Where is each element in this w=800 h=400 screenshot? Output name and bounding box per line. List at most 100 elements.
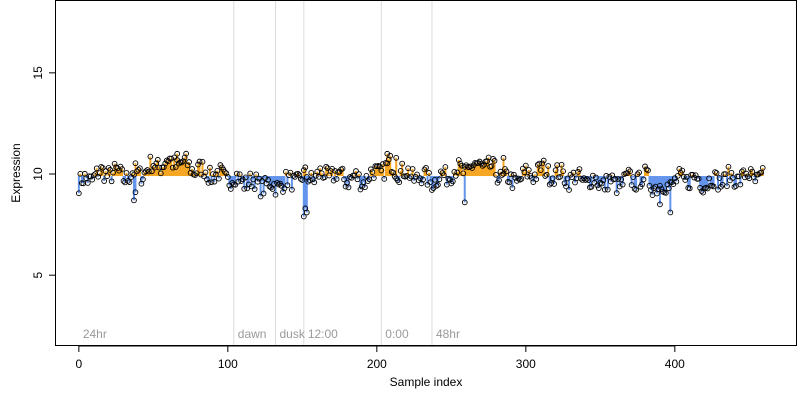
data-point [196, 158, 203, 165]
y-axis: 5 10 15 [31, 66, 55, 279]
data-point [205, 180, 212, 186]
data-point [460, 170, 467, 177]
data-point [406, 175, 413, 181]
data-point [108, 178, 115, 185]
data-point [263, 180, 270, 187]
data-point [381, 175, 388, 182]
data-point [686, 185, 693, 192]
data-point [269, 186, 276, 192]
data-point [633, 186, 639, 193]
data-point [655, 186, 662, 193]
data-point [493, 171, 499, 178]
data-point [467, 163, 474, 170]
data-point [725, 163, 732, 170]
data-point [531, 171, 538, 178]
data-point [427, 179, 434, 186]
data-point [740, 167, 747, 174]
data-point [339, 165, 346, 172]
data-point [295, 170, 301, 177]
data-point [667, 209, 674, 216]
data-point [260, 190, 267, 197]
data-point [306, 177, 313, 184]
data-point [168, 155, 175, 162]
data-point [257, 193, 264, 200]
data-point [512, 174, 519, 181]
data-point [153, 160, 160, 167]
data-point [148, 168, 155, 175]
y-axis-label: Expression [9, 143, 23, 202]
data-point [552, 167, 559, 174]
data-point [628, 182, 635, 188]
y-tick-label: 5 [31, 272, 45, 279]
data-point [433, 183, 440, 189]
data-point [438, 168, 444, 175]
data-point [281, 185, 288, 192]
data-point [563, 183, 569, 190]
data-point [180, 158, 186, 165]
data-point [491, 157, 498, 164]
data-point [506, 179, 513, 186]
data-point [98, 164, 105, 170]
x-tick-label: 300 [516, 357, 536, 371]
data-point [674, 173, 681, 179]
data-point [222, 169, 228, 175]
data-point [323, 163, 330, 170]
data-point [537, 167, 544, 174]
data-point [695, 175, 702, 182]
data-point [560, 168, 566, 175]
data-point [488, 163, 495, 170]
x-tick-label: 100 [218, 357, 238, 371]
data-point [421, 166, 428, 173]
data-point [539, 160, 546, 167]
data-point [183, 150, 189, 157]
data-point [211, 178, 218, 185]
data-point [241, 185, 248, 192]
data-point [284, 182, 291, 189]
data-point [123, 170, 130, 176]
data-point [722, 171, 729, 177]
data-point [673, 178, 680, 185]
data-point [511, 171, 517, 178]
data-point [582, 177, 589, 183]
data-point [663, 190, 669, 196]
data-point [604, 186, 611, 193]
x-axis: 0 100 200 300 400 [75, 345, 685, 371]
data-point [585, 177, 592, 183]
data-point [132, 160, 139, 167]
data-point [584, 176, 590, 182]
data-point [125, 177, 131, 184]
data-point [393, 154, 400, 161]
data-point [615, 176, 622, 182]
data-point [154, 156, 161, 163]
data-point [759, 164, 766, 171]
data-point [247, 170, 254, 177]
data-point [195, 161, 201, 168]
data-point [426, 170, 432, 176]
data-point [713, 170, 720, 176]
data-point [545, 163, 552, 169]
data-point [603, 172, 610, 179]
data-point [119, 166, 125, 172]
data-point [330, 177, 337, 184]
data-point [744, 173, 751, 180]
data-point [299, 177, 306, 183]
data-point [417, 175, 423, 181]
data-point [481, 161, 487, 168]
data-point [95, 173, 102, 180]
data-point [679, 167, 686, 174]
data-point [728, 169, 735, 176]
data-point [469, 165, 476, 171]
data-point [521, 169, 528, 176]
data-point [549, 175, 556, 182]
data-point [619, 181, 626, 188]
data-point [303, 209, 310, 216]
data-point [84, 180, 91, 186]
data-point [558, 161, 565, 168]
data-point [223, 170, 230, 177]
data-point [300, 167, 307, 173]
phase-label: 48hr [436, 327, 460, 341]
data-point [233, 170, 240, 177]
data-point [436, 176, 443, 183]
data-point [692, 172, 699, 179]
data-point [704, 185, 711, 192]
